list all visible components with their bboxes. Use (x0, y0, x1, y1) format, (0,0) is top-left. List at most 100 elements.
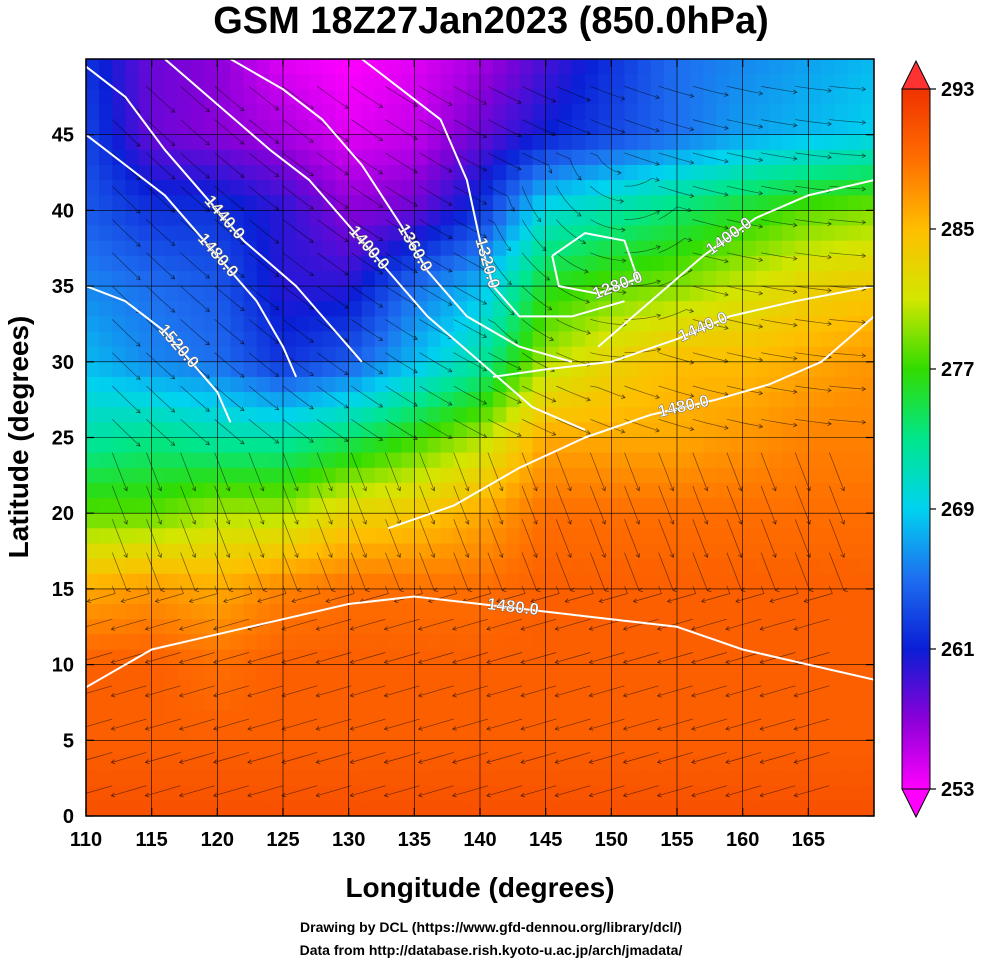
field-cell (99, 149, 113, 166)
field-cell (348, 604, 363, 620)
field-cell (532, 573, 547, 590)
field-cell (191, 89, 205, 105)
field-cell (703, 467, 717, 484)
field-cell (650, 331, 665, 348)
field-cell (230, 210, 245, 227)
field-cell (453, 573, 468, 590)
field-cell (585, 376, 599, 393)
streamline (725, 685, 762, 697)
streamline (350, 452, 367, 491)
field-cell (519, 725, 534, 741)
field-cell (125, 558, 140, 575)
wind-arrowhead (482, 366, 488, 372)
wind-arrowhead (691, 659, 696, 665)
wind-arrowhead (178, 726, 184, 731)
field-cell (545, 498, 560, 514)
field-cell (243, 467, 258, 484)
field-cell (112, 407, 126, 423)
streamline (385, 519, 401, 558)
field-cell (86, 149, 100, 166)
field-cell (99, 558, 113, 575)
field-cell (677, 755, 691, 772)
field-cell (269, 725, 284, 741)
field-cell (624, 694, 639, 711)
streamline (521, 785, 557, 797)
field-cell (177, 240, 192, 257)
field-cell (808, 134, 822, 151)
field-cell (217, 74, 231, 90)
field-cell (361, 119, 376, 136)
wind-arrowhead (225, 553, 231, 559)
field-cell (729, 679, 744, 696)
field-cell (269, 498, 284, 514)
wind-arrowhead (792, 156, 798, 161)
field-cell (296, 195, 310, 211)
wind-arrowhead (77, 760, 81, 764)
field-cell (637, 452, 652, 469)
streamline (112, 419, 141, 447)
streamline (657, 652, 693, 663)
field-cell (361, 195, 376, 211)
field-cell (414, 331, 428, 348)
x-tick-label: 145 (529, 829, 562, 851)
field-cell (348, 513, 363, 529)
wind-arrowhead (239, 406, 245, 411)
field-cell (558, 710, 573, 726)
field-cell (821, 392, 836, 408)
streamline (726, 519, 742, 558)
field-cell (191, 301, 205, 317)
field-cell (755, 316, 770, 333)
field-cell (217, 528, 231, 544)
streamline (213, 652, 249, 663)
field-cell (808, 437, 822, 454)
field-cell (493, 634, 507, 650)
field-cell (99, 255, 113, 272)
field-cell (782, 604, 796, 620)
wind-arrowhead (77, 626, 81, 630)
field-cell (585, 513, 599, 529)
field-cell (86, 316, 100, 333)
field-cell (374, 664, 389, 681)
field-cell (112, 376, 126, 393)
field-cell (650, 725, 665, 741)
field-cell (834, 513, 849, 529)
field-cell (585, 664, 599, 681)
wind-arrowhead (228, 587, 234, 593)
field-cell (361, 664, 376, 681)
field-cell (204, 422, 218, 439)
wind-arrowhead (827, 154, 832, 160)
field-cell (493, 316, 507, 333)
field-cell (401, 104, 415, 121)
field-cell (230, 755, 245, 772)
streamline (691, 752, 727, 763)
field-cell (256, 286, 271, 302)
field-cell (519, 634, 534, 650)
field-cell (191, 346, 205, 363)
wind-arrowhead (413, 169, 418, 174)
field-cell (808, 604, 822, 620)
streamline (385, 485, 401, 525)
field-cell (690, 558, 704, 575)
field-cell (677, 225, 691, 242)
field-cell (99, 619, 113, 635)
field-cell (112, 634, 126, 650)
field-cell (309, 74, 323, 90)
field-cell (532, 376, 547, 393)
field-cell (177, 59, 192, 75)
field-cell (585, 649, 599, 666)
field-cell (742, 59, 757, 75)
field-cell (782, 710, 796, 726)
wind-arrowhead (486, 792, 491, 798)
streamline (453, 385, 487, 405)
field-cell (585, 452, 599, 469)
field-cell (703, 740, 717, 756)
field-cell (335, 710, 350, 726)
field-cell (348, 482, 363, 499)
field-cell (598, 255, 612, 272)
field-cell (204, 286, 218, 302)
field-cell (217, 785, 231, 802)
streamline (282, 119, 314, 143)
field-cell (191, 513, 205, 529)
field-cell (768, 286, 783, 302)
field-cell (243, 588, 258, 605)
